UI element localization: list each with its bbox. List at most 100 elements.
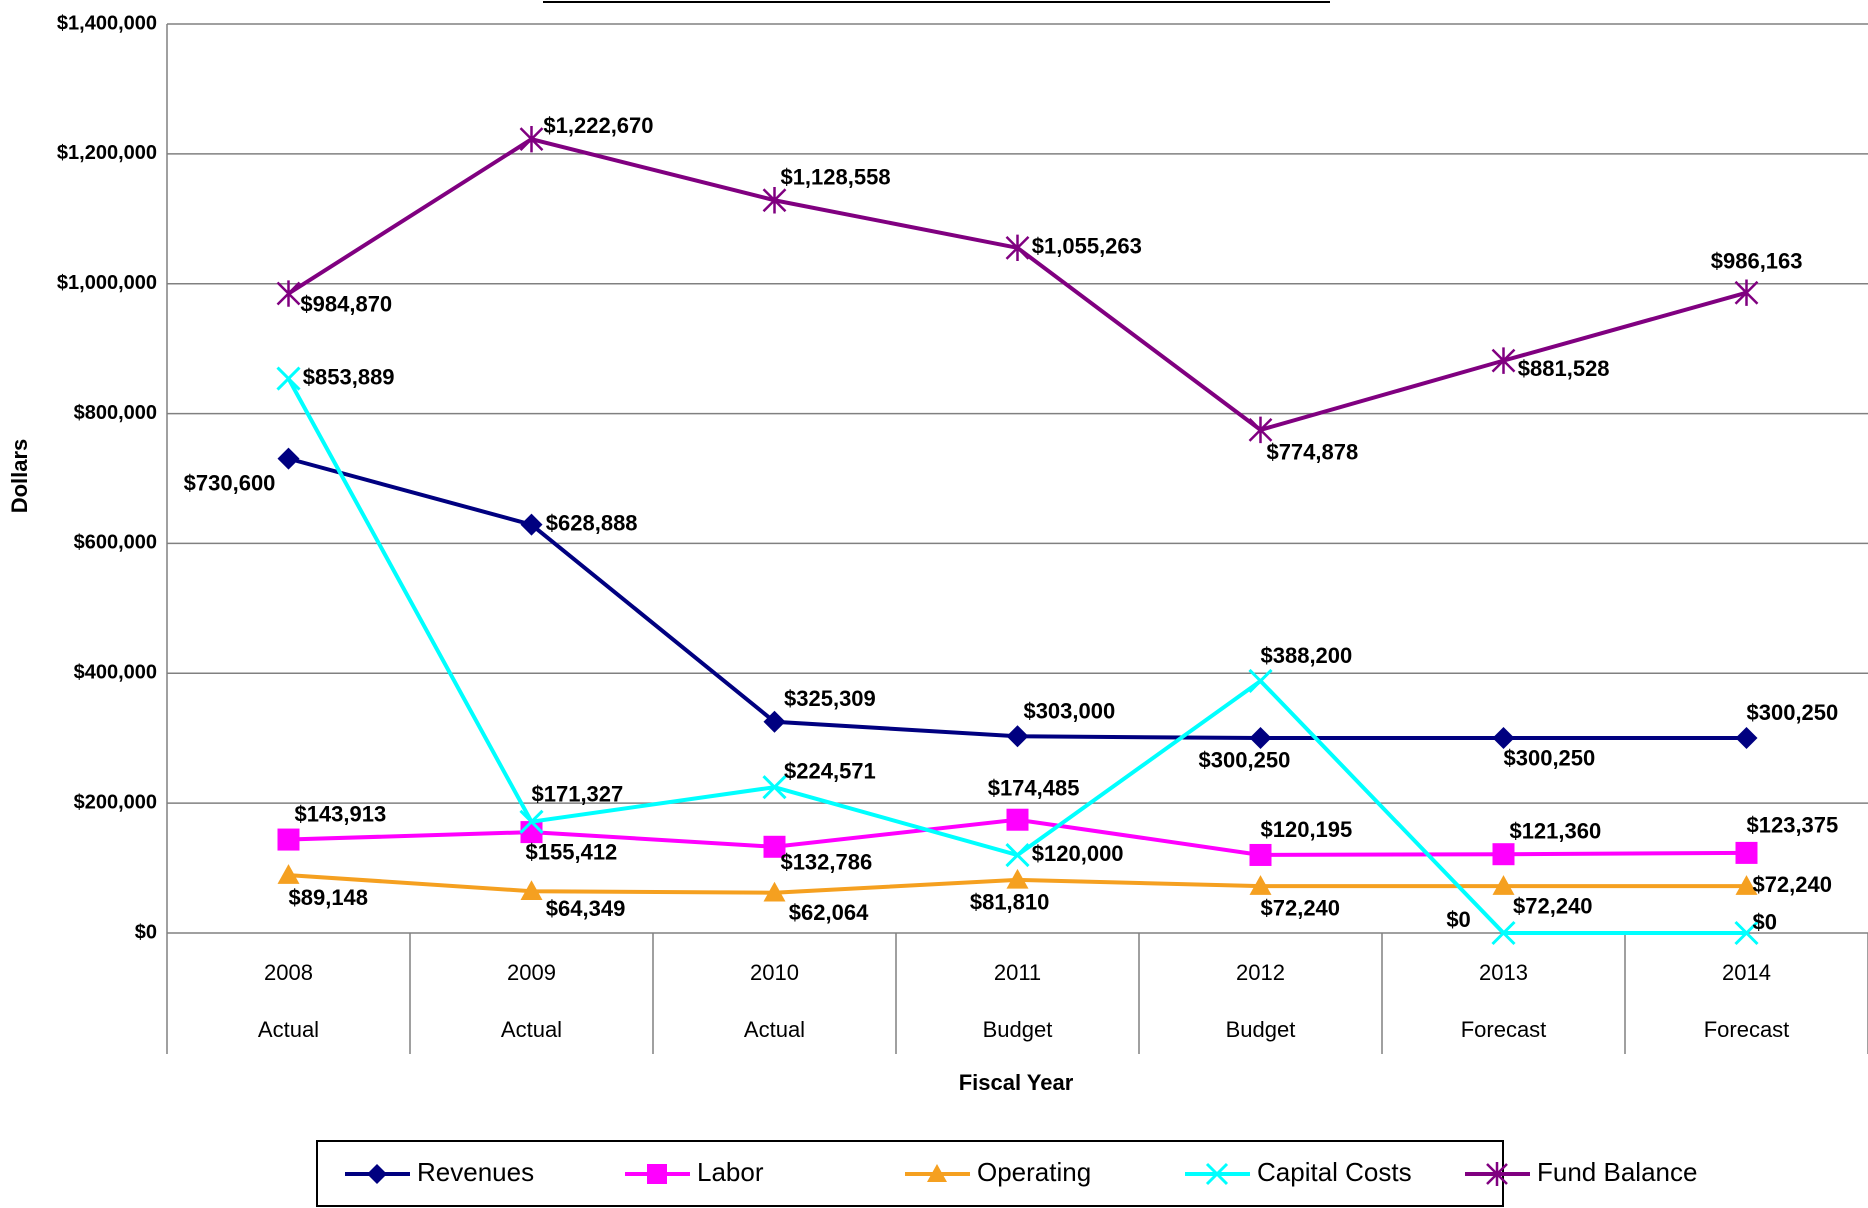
marker [1006,808,1029,831]
x-tick-label: Budget [983,1017,1053,1042]
data-label: $143,913 [294,802,386,827]
marker [1491,920,1516,946]
legend-marker [367,1164,387,1184]
marker [763,710,786,733]
data-label: $120,195 [1261,817,1353,842]
data-label: $986,163 [1711,249,1803,274]
marker [1005,843,1030,868]
data-label: $730,600 [184,471,276,496]
marker [1735,727,1758,750]
legend-label: Revenues [417,1157,534,1187]
marker [763,835,786,858]
data-label: $62,064 [789,900,869,925]
data-label: $0 [1752,909,1776,934]
marker [1491,347,1516,374]
x-tick-label: 2013 [1479,960,1528,985]
data-label: $1,055,263 [1032,234,1142,259]
marker [1006,868,1029,889]
marker [277,828,300,851]
x-tick-label: Budget [1226,1017,1296,1042]
data-label: $300,250 [1747,700,1839,725]
marker [1734,920,1759,946]
x-tick-label: 2009 [507,960,556,985]
x-tick-label: Actual [744,1017,805,1042]
x-tick-label: Actual [501,1017,562,1042]
marker [1249,843,1272,866]
data-label: $325,309 [784,686,876,711]
data-label: $853,889 [303,364,395,389]
series-line [286,377,1747,935]
marker [762,187,787,214]
marker [1248,668,1273,694]
marker [1249,875,1272,895]
legend-label: Capital Costs [1257,1157,1412,1187]
y-tick-label: $0 [135,921,157,943]
y-tick-label: $1,400,000 [57,12,157,34]
x-tick-label: Forecast [1461,1017,1547,1042]
data-label: $72,240 [1752,872,1832,897]
legend-marker [927,1164,947,1182]
data-label: $72,240 [1261,896,1341,921]
marker [1006,725,1029,748]
x-tick-label: Actual [258,1017,319,1042]
legend-label: Operating [977,1157,1091,1187]
marker [1492,875,1515,895]
y-tick-label: $400,000 [74,662,157,684]
marker [1735,841,1758,864]
legend-label: Labor [697,1157,764,1187]
data-label: $72,240 [1513,893,1593,918]
data-label: $774,878 [1266,440,1358,465]
data-label: $123,375 [1747,812,1839,837]
data-label: $388,200 [1261,643,1353,668]
data-label: $64,349 [546,896,626,921]
legend-label: Fund Balance [1537,1157,1697,1187]
data-label: $89,148 [289,885,369,910]
legend-marker [1486,1162,1508,1186]
marker [277,864,300,884]
data-label: $81,810 [970,890,1050,915]
data-label: $121,360 [1509,819,1601,844]
y-axis-label: Dollars [7,439,32,514]
marker [519,809,544,834]
marker [1248,416,1273,444]
data-label: $1,222,670 [543,113,653,138]
series-line [287,456,1747,741]
marker [762,775,787,800]
data-label: $300,250 [1504,745,1596,770]
series-line [287,136,1748,433]
y-tick-label: $800,000 [74,402,157,424]
x-tick-label: 2010 [750,960,799,985]
marker [520,880,543,901]
y-tick-label: $1,000,000 [57,272,157,294]
marker [1492,727,1515,750]
x-tick-label: 2008 [264,960,313,985]
data-label: $120,000 [1032,841,1124,866]
marker [276,366,301,391]
x-tick-label: 2011 [994,960,1041,985]
data-label: $984,870 [300,291,392,316]
marker [763,881,786,902]
y-tick-label: $200,000 [74,791,157,813]
y-tick-label: $1,200,000 [57,142,157,164]
x-tick-label: Forecast [1704,1017,1790,1042]
data-label: $881,528 [1518,356,1610,381]
x-tick-label: 2014 [1722,960,1771,985]
marker [1249,727,1272,750]
data-label: $171,327 [532,781,624,806]
data-label: $155,412 [526,839,618,864]
marker [1735,875,1758,895]
data-label: $1,128,558 [780,165,890,190]
data-label: $224,571 [784,759,876,784]
legend-marker [647,1164,667,1184]
data-label: $0 [1446,907,1470,932]
marker [1005,234,1030,262]
data-label: $628,888 [546,510,638,535]
legend-marker [1205,1162,1229,1186]
data-label: $132,786 [780,849,872,874]
data-label: $300,250 [1199,748,1291,773]
x-tick-label: 2012 [1236,960,1285,985]
data-label: $174,485 [988,776,1080,801]
marker [520,513,543,536]
